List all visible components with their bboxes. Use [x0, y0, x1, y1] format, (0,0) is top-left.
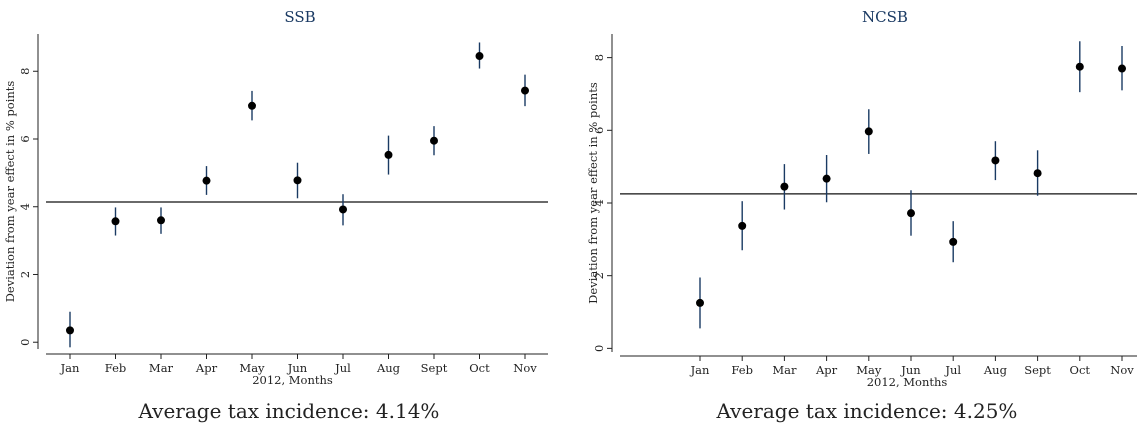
x-tick-label: Mar [772, 363, 797, 377]
y-tick-label: 2 [18, 271, 32, 278]
y-tick-label: 0 [592, 345, 606, 352]
y-tick-label: 8 [18, 68, 32, 75]
y-tick-label: 8 [592, 54, 606, 61]
x-tick-label: Feb [105, 361, 127, 375]
chart-title: SSB [284, 8, 315, 26]
average-caption: Average tax incidence: 4.25% [716, 399, 1018, 423]
data-point-may [248, 101, 256, 110]
y-axis-label: Deviation from year effect in % points [3, 81, 17, 303]
x-tick-label: Sept [421, 361, 448, 375]
y-axis-label: Deviation from year effect in % points [586, 82, 600, 304]
x-tick-label: Oct [469, 361, 490, 375]
x-tick-label: Jun [900, 363, 921, 377]
x-tick-label: May [239, 361, 265, 375]
data-point-feb [738, 221, 747, 230]
chart-title: NCSB [862, 8, 908, 26]
y-tick-label: 4 [18, 203, 32, 210]
data-point-sept [430, 136, 438, 145]
data-point-aug [384, 150, 393, 159]
data-point-nov [521, 86, 529, 95]
average-caption: Average tax incidence: 4.14% [138, 399, 440, 423]
data-point-jul [949, 237, 958, 246]
x-tick-label: Feb [731, 363, 753, 377]
y-tick-label: 4 [592, 199, 606, 206]
data-point-jul [339, 205, 347, 214]
x-tick-label: Oct [1070, 363, 1091, 377]
data-point-oct [475, 52, 484, 61]
x-axis-label: 2012, Months [252, 373, 333, 387]
x-axis-label: 2012, Months [867, 375, 948, 389]
x-tick-label: Jun [287, 361, 308, 375]
data-point-jan [696, 298, 704, 307]
x-tick-label: Jan [690, 363, 710, 377]
x-tick-label: Apr [195, 361, 218, 375]
data-point-mar [157, 216, 165, 225]
data-point-sept [1033, 169, 1042, 178]
x-tick-label: Sept [1024, 363, 1051, 377]
data-point-apr [202, 176, 211, 185]
data-point-jan [66, 326, 74, 335]
data-point-nov [1118, 64, 1126, 73]
x-tick-label: Aug [983, 363, 1008, 377]
chart-panel-ncsb: NCSB 0 2 4 6 8 Deviation from year effect in %… [586, 8, 1137, 423]
x-tick-label: Jan [60, 361, 80, 375]
data-point-jun [293, 176, 302, 185]
data-point-may [864, 127, 873, 136]
data-point-oct [1075, 62, 1084, 71]
y-tick-label: 2 [592, 272, 606, 279]
data-point-feb [111, 217, 120, 226]
data-point-mar [780, 182, 789, 191]
y-tick-label: 6 [18, 135, 32, 142]
x-tick-label: Aug [376, 361, 401, 375]
x-tick-label: Jul [944, 363, 961, 377]
y-tick-label: 6 [592, 127, 606, 134]
y-tick-label: 0 [18, 339, 32, 346]
x-tick-label: Mar [149, 361, 174, 375]
x-tick-label: Nov [513, 361, 537, 375]
data-point-jun [907, 209, 915, 218]
data-point-aug [991, 156, 1000, 165]
x-tick-label: Apr [815, 363, 838, 377]
x-tick-label: May [856, 363, 882, 377]
x-tick-label: Jul [334, 361, 351, 375]
x-tick-label: Nov [1110, 363, 1134, 377]
data-point-apr [822, 174, 831, 183]
